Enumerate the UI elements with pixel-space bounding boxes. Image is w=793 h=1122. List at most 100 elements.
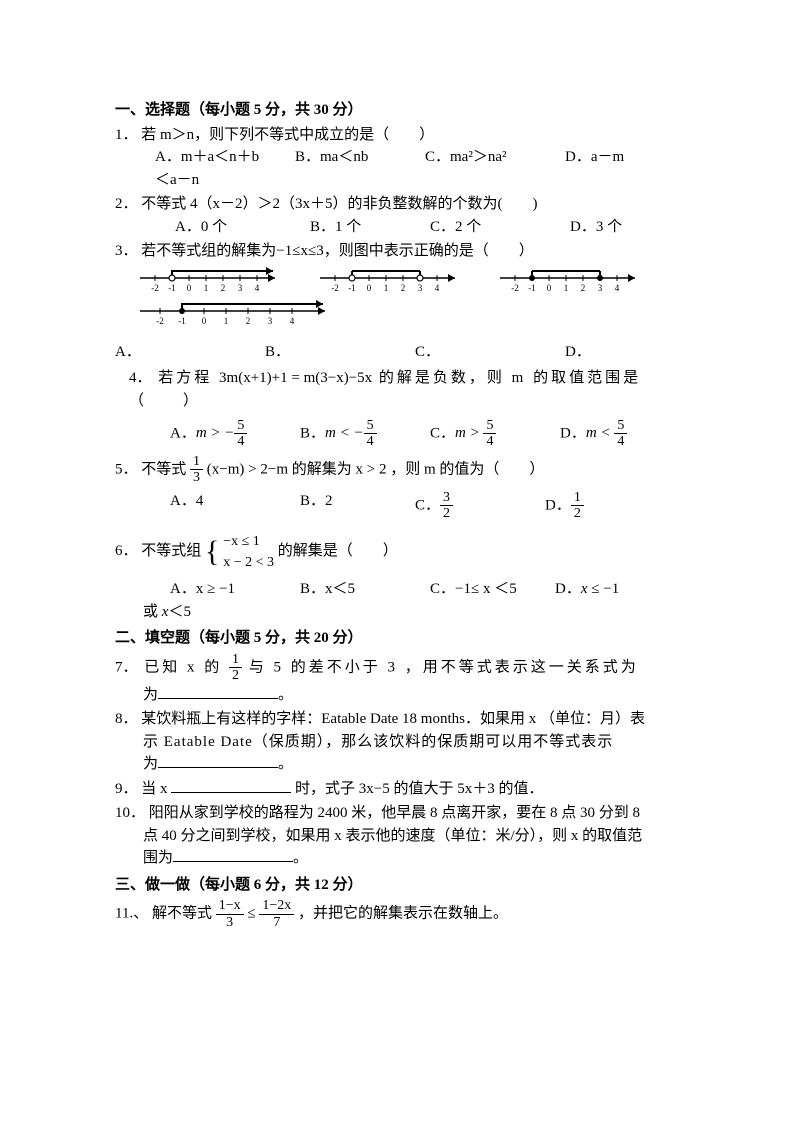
question-8: 8． 某饮料瓶上有这样的字样：Eatable Date 18 months．如果…	[115, 708, 678, 731]
question-4: 4． 若方程 3m(x+1)+1 = m(3−x)−5x 的解是负数，则 m 的…	[129, 367, 678, 412]
q6-num: 6．	[115, 543, 138, 559]
svg-text:4: 4	[435, 283, 440, 293]
q3-text: 若不等式组的解集为−1≤x≤3，则图中表示正确的是（ ）	[141, 243, 533, 259]
q2-opt-b: B．1 个	[310, 216, 430, 239]
q2-text: 不等式 4（x－2）＞2（3x＋5）的非负整数解的个数为( )	[141, 196, 537, 212]
svg-text:2: 2	[221, 283, 226, 293]
section-1-title: 一、选择题（每小题 5 分，共 30 分）	[115, 99, 678, 122]
q7-text-b: 与 5 的差不小于 3 ，用不等式表示这一关系式为	[249, 659, 639, 675]
q8-line2: 示 Eatable Date（保质期），那么该饮料的保质期可以用不等式表示	[143, 731, 678, 754]
q4-opt-a: A．m > −54	[170, 418, 300, 450]
svg-text:0: 0	[367, 283, 372, 293]
svg-text:4: 4	[615, 283, 620, 293]
q3-num: 3．	[115, 243, 138, 259]
q7-num: 7．	[115, 659, 138, 675]
svg-text:-2: -2	[331, 283, 339, 293]
q6-text-b: 的解集是（ ）	[278, 543, 398, 559]
svg-text:1: 1	[564, 283, 569, 293]
q1-opt-a: A．m＋a＜n＋b	[155, 146, 295, 169]
section-3-title: 三、做一做（每小题 6 分，共 12 分）	[115, 874, 678, 897]
question-2: 2． 不等式 4（x－2）＞2（3x＋5）的非负整数解的个数为( ) A．0 个…	[115, 193, 678, 238]
q1-opt-c: C．ma²＞na²	[425, 146, 565, 169]
numberline-d: -2 -1 0 1 2 3 4	[135, 299, 335, 329]
svg-text:-2: -2	[151, 283, 159, 293]
q2-num: 2．	[115, 196, 138, 212]
svg-text:1: 1	[204, 283, 209, 293]
svg-text:1: 1	[224, 316, 229, 326]
q6-eq2: x − 2 < 3	[223, 552, 274, 573]
q9-num: 9．	[115, 781, 138, 797]
question-6: 6． 不等式组 { −x ≤ 1 x − 2 < 3 的解集是（ ）	[115, 529, 678, 574]
q5-num: 5．	[115, 461, 138, 477]
q1-text: 若 m＞n，则下列不等式中成立的是（ ）	[141, 127, 434, 143]
q5-text-b: (x−m) > 2−m	[207, 461, 288, 477]
q7-text-a: 已知 x 的	[144, 659, 229, 675]
svg-text:-2: -2	[156, 316, 164, 326]
svg-text:3: 3	[418, 283, 423, 293]
q6-eq1: −x ≤ 1	[223, 531, 274, 552]
q11-text-a: 解不等式	[152, 905, 212, 921]
question-10: 10． 阳阳从家到学校的路程为 2400 米，他早晨 8 点离开家，要在 8 点…	[115, 802, 678, 825]
q10-line2: 点 40 分之间到学校，如果用 x 表示他的速度（单位：米/分），则 x 的取值…	[143, 825, 678, 848]
q7-blank-row: 为。	[143, 684, 678, 707]
numberline-a: -2 -1 0 1 2 3 4	[135, 266, 285, 296]
q4-opt-b: B．m < −54	[300, 418, 430, 450]
svg-text:3: 3	[268, 316, 273, 326]
q3-opt-d: D．	[565, 341, 591, 364]
q8-blank	[158, 753, 278, 768]
q11-op: ≤	[247, 905, 259, 921]
q1-opt-d-1: D．a－m	[565, 146, 624, 169]
svg-text:-2: -2	[511, 283, 519, 293]
q2-opt-d: D．3 个	[570, 216, 622, 239]
question-3: 3． 若不等式组的解集为−1≤x≤3，则图中表示正确的是（ ） -2 -1 0 …	[115, 240, 678, 363]
q2-opt-c: C．2 个	[430, 216, 570, 239]
numberline-c: -2 -1 0 1 2 3 4	[495, 266, 645, 296]
q4-formula: 3m(x+1)+1 = m(3−x)−5x	[219, 370, 372, 386]
q2-opt-a: A．0 个	[175, 216, 310, 239]
svg-text:4: 4	[290, 316, 295, 326]
svg-text:3: 3	[238, 283, 243, 293]
q6-text-a: 不等式组	[141, 543, 201, 559]
q1-num: 1．	[115, 127, 138, 143]
svg-text:-1: -1	[348, 283, 356, 293]
section-2-title: 二、填空题（每小题 5 分，共 20 分）	[115, 627, 678, 650]
svg-text:2: 2	[581, 283, 586, 293]
svg-text:1: 1	[384, 283, 389, 293]
svg-text:0: 0	[187, 283, 192, 293]
q4-num: 4．	[129, 370, 152, 386]
q10-num: 10．	[115, 805, 145, 821]
q11-text-b: ，并把它的解集表示在数轴上。	[298, 905, 508, 921]
q4-opt-c: C．m > 54	[430, 418, 560, 450]
q9-text-b: 时，式子 3x−5 的值大于 5x＋3 的值．	[295, 781, 543, 797]
q10-blank-row: 围为。	[143, 847, 678, 870]
q5-text-c: 的解集为 x > 2 ，则 m 的值为（ ）	[292, 461, 545, 477]
q4-options: A．m > −54 B．m < −54 C．m > 54 D．m < 54	[170, 418, 678, 450]
q6-opt-c: C．−1≤ x ＜5	[430, 578, 555, 601]
q5-options: A．4 B．2 C．32 D．12	[170, 490, 678, 522]
q6-opt-a: A．x ≥ −1	[170, 578, 300, 601]
q6-opt-b: B．x＜5	[300, 578, 430, 601]
q4-text-a: 若方程	[158, 370, 219, 386]
q6-options: A．x ≥ −1 B．x＜5 C．−1≤ x ＜5 D．x ≤ −1	[170, 578, 678, 601]
svg-text:0: 0	[202, 316, 207, 326]
question-11: 11.、 解不等式 1−x3 ≤ 1−2x7 ，并把它的解集表示在数轴上。	[115, 898, 678, 930]
q6-opt-d-2: 或 x＜5	[143, 601, 678, 624]
question-7: 7． 已知 x 的 12 与 5 的差不小于 3 ，用不等式表示这一关系式为	[115, 652, 678, 684]
q4-opt-d: D．m < 54	[560, 418, 627, 450]
q9-blank	[171, 778, 291, 793]
q10-blank	[173, 847, 293, 862]
svg-text:0: 0	[547, 283, 552, 293]
brace-icon: {	[205, 529, 219, 574]
svg-text:4: 4	[255, 283, 260, 293]
q1-opt-d-2: ＜a－n	[155, 169, 678, 192]
q3-opt-a: A．	[115, 341, 265, 364]
svg-text:2: 2	[246, 316, 251, 326]
question-5: 5． 不等式 13 (x−m) > 2−m 的解集为 x > 2 ，则 m 的值…	[115, 454, 678, 486]
question-9: 9． 当 x 时，式子 3x−5 的值大于 5x＋3 的值．	[115, 778, 678, 801]
q1-opt-b: B．ma＜nb	[295, 146, 425, 169]
q9-text-a: 当 x	[141, 781, 167, 797]
svg-text:-1: -1	[528, 283, 536, 293]
svg-text:-1: -1	[178, 316, 186, 326]
q6-opt-d-1: D．x ≤ −1	[555, 578, 619, 601]
q5-opt-a: A．4	[170, 490, 300, 522]
